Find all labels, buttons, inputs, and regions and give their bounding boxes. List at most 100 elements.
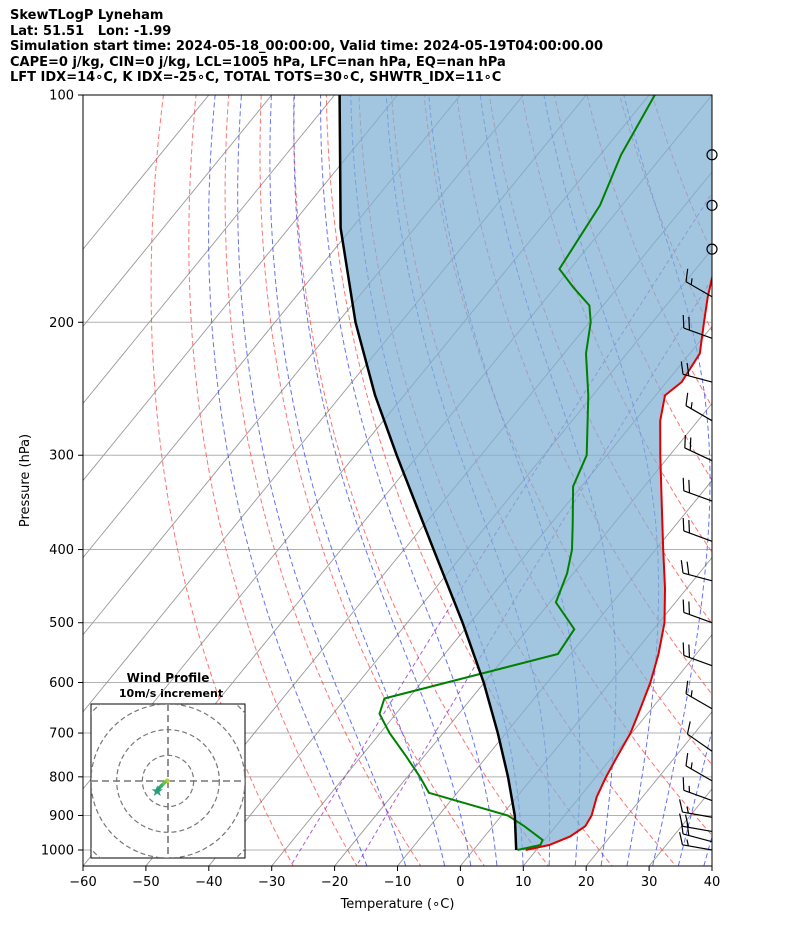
hodograph-subtitle: 10m/s increment — [119, 687, 223, 700]
isotherm-line — [83, 95, 336, 405]
y-tick-label: 700 — [49, 727, 74, 742]
barb-flag-full — [688, 520, 691, 534]
x-axis-label: Temperature (∘C) — [340, 897, 455, 912]
barb-shaft — [682, 833, 713, 843]
barb-flag-full — [686, 721, 691, 735]
barb-flag-full — [688, 601, 691, 615]
dry-adiabat-line — [259, 95, 486, 866]
wind-barb — [682, 642, 713, 667]
axes: −60 −50 −40 −30 −20 −10 0 10 20 30 40 100 200 300 400 5… — [18, 89, 720, 913]
barb-flag-half — [690, 402, 693, 409]
barb-flag-full — [680, 361, 684, 375]
mixing-ratio-line — [355, 278, 712, 866]
barb-flag-full — [689, 437, 692, 451]
wind-barb — [680, 560, 713, 582]
hodograph-inset: ★ Wind Profile 10m/s increment — [90, 671, 246, 859]
barb-shaft — [685, 693, 713, 710]
barb-flag-half — [686, 806, 689, 814]
barb-flag-full — [686, 362, 690, 376]
barb-flag-half — [690, 278, 693, 285]
parcel-line — [338, 95, 518, 851]
barb-flag-full — [685, 268, 689, 282]
barb-shaft — [683, 490, 713, 502]
wind-barb — [686, 721, 713, 752]
storm-motion-star-icon: ★ — [150, 782, 163, 800]
barb-flag-full — [682, 315, 685, 329]
x-tick-label: 20 — [578, 875, 595, 890]
y-tick-label: 400 — [49, 543, 74, 558]
barb-shaft — [682, 572, 713, 582]
barb-shaft — [682, 373, 713, 383]
chart-title-block: SkewTLogP Lyneham Lat: 51.51 Lon: -1.99 … — [10, 8, 603, 86]
cape-fill-area — [339, 95, 712, 850]
y-tick-label: 300 — [49, 449, 74, 464]
barb-flag-full — [686, 561, 690, 575]
barb-flag-full — [684, 434, 686, 448]
moist-adiabat-line — [319, 95, 498, 866]
y-tick-label: 500 — [49, 616, 74, 631]
x-tick-label: −60 — [69, 875, 96, 890]
wind-barb — [682, 599, 713, 624]
y-tick-label: 100 — [49, 89, 74, 104]
hodograph-title: Wind Profile — [127, 671, 210, 685]
time-line: Simulation start time: 2024-05-18_00:00:… — [10, 39, 603, 54]
barb-shaft — [683, 530, 713, 542]
moist-adiabat-line — [623, 95, 711, 866]
barb-flag-full — [688, 317, 691, 331]
hodograph-plot: ★ — [91, 704, 245, 858]
barb-shaft — [683, 611, 713, 624]
barb-shaft — [685, 765, 713, 782]
isotherm-line — [396, 479, 712, 866]
wind-barb — [685, 392, 713, 422]
dry-adiabat-line — [188, 95, 358, 866]
calm-wind-circle — [706, 243, 718, 255]
x-tick-label: 40 — [704, 875, 721, 890]
barb-shaft — [682, 811, 713, 818]
x-tick-label: −30 — [258, 875, 285, 890]
temperature-line — [525, 273, 712, 851]
wind-barb — [685, 268, 713, 298]
x-tick-label: 10 — [515, 875, 532, 890]
calm-wind-circle — [706, 149, 718, 161]
barb-flag-half — [690, 762, 693, 769]
barb-flag-full — [682, 477, 685, 491]
moist-adiabat-line — [750, 78, 794, 881]
wind-barb — [682, 517, 713, 542]
chart-title: SkewTLogP Lyneham — [10, 8, 164, 23]
barb-flag-full — [679, 799, 684, 813]
moist-adiabat-line — [269, 95, 446, 866]
wind-barb — [680, 820, 713, 843]
barb-flag-full — [680, 820, 684, 835]
dewpoint-line — [378, 95, 656, 851]
isotherm-line — [83, 95, 399, 482]
dry-adiabat-line — [224, 95, 422, 866]
barb-flag-full — [680, 560, 684, 574]
barb-flag-half — [690, 690, 693, 697]
isotherm-line — [585, 711, 712, 866]
x-tick-label: −10 — [384, 875, 411, 890]
indices-line-2: LFT IDX=14∘C, K IDX=-25∘C, TOTAL TOTS=30… — [10, 70, 502, 85]
wind-barb — [680, 361, 713, 383]
dry-adiabat-line — [293, 95, 549, 866]
moist-adiabat-line — [725, 78, 794, 881]
wind-barb — [685, 752, 713, 782]
calm-wind-circle — [706, 199, 718, 211]
location-line: Lat: 51.51 Lon: -1.99 — [10, 23, 172, 39]
barb-flag-half — [686, 839, 689, 846]
barb-shaft — [685, 405, 713, 422]
moist-adiabat-line — [703, 834, 712, 866]
barb-shaft — [685, 281, 713, 298]
barb-flag-full — [682, 599, 685, 613]
x-tick-label: 30 — [641, 875, 658, 890]
barb-flag-full — [685, 680, 689, 694]
barb-shaft — [687, 733, 713, 752]
wind-barb — [682, 315, 713, 339]
barb-shaft — [684, 447, 713, 462]
x-tick-label: −40 — [195, 875, 222, 890]
barb-shaft — [683, 654, 713, 667]
y-tick-label: 200 — [49, 316, 74, 331]
dry-adiabat-line — [325, 95, 613, 866]
x-tick-label: 0 — [456, 875, 464, 890]
wind-barb — [685, 680, 713, 710]
